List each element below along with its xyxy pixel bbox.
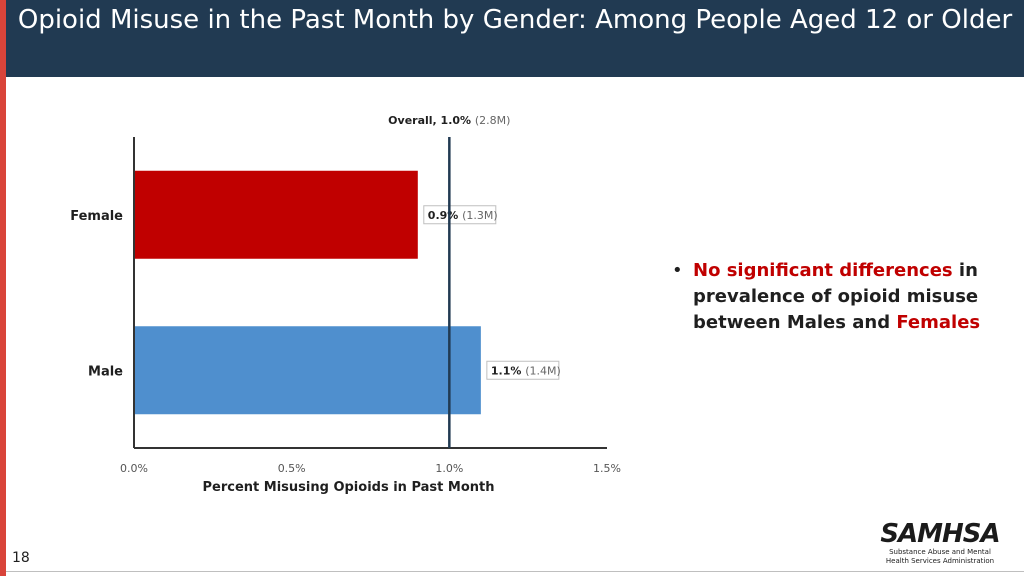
x-tick-label: 0.5% xyxy=(278,462,306,475)
bullet-highlight: No significant differences xyxy=(693,260,953,281)
accent-stripe xyxy=(0,0,6,576)
category-label-male: Male xyxy=(88,364,123,379)
bullet-icon: • xyxy=(672,260,683,281)
page-number: 18 xyxy=(12,550,30,566)
logo-wordmark: SAMHSA xyxy=(880,519,1000,549)
overall-label: Overall, 1.0% (2.8M) xyxy=(388,114,510,127)
x-tick-label: 1.0% xyxy=(435,462,463,475)
bullet-body: in prevalence of opioid misuse between M… xyxy=(693,260,979,333)
category-label-female: Female xyxy=(70,209,123,224)
x-tick-label: 1.5% xyxy=(593,462,621,475)
bar-male xyxy=(135,326,481,415)
data-label-box-male xyxy=(486,360,560,380)
logo-subtitle: Substance Abuse and Mental Health Servic… xyxy=(885,548,995,565)
data-label-female: 0.9% (1.3M) xyxy=(428,209,498,222)
data-label-male: 1.1% (1.4M) xyxy=(491,364,561,377)
bullet-point: • No significant differences in prevalen… xyxy=(672,258,992,336)
x-tick-label: 0.0% xyxy=(120,462,148,475)
samhsa-logo: SAMHSA Substance Abuse and Mental Health… xyxy=(880,520,1000,566)
footer-divider xyxy=(6,571,1024,572)
data-label-box-female xyxy=(423,205,497,225)
bullet-highlight-females: Females xyxy=(896,312,981,333)
bar-female xyxy=(135,170,418,259)
slide-title: Opioid Misuse in the Past Month by Gende… xyxy=(17,5,1013,35)
x-axis-title: Percent Misusing Opioids in Past Month xyxy=(203,480,495,495)
title-bar xyxy=(6,0,1024,77)
